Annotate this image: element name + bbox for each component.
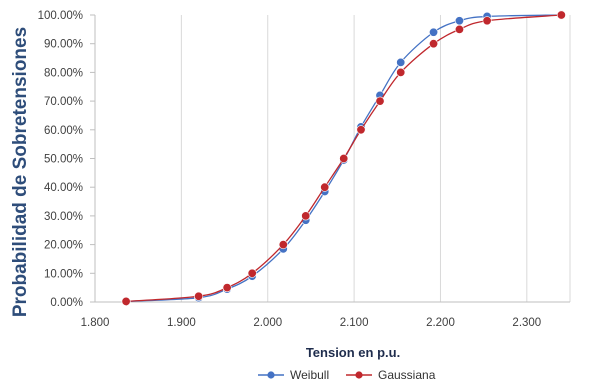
y-tick-label: 40.00% [44,182,83,194]
legend-label-weibull: Weibull [290,368,329,382]
data-point-gaussiana [320,182,330,192]
data-point-gaussiana [482,16,492,26]
y-tick-label: 50.00% [44,154,83,166]
data-point-gaussiana [222,283,232,293]
legend-label-gaussiana: Gaussiana [378,368,436,382]
data-point-weibull [429,27,439,37]
series-layer [121,10,566,306]
legend: Weibull Gaussiana [258,368,436,382]
data-point-gaussiana [375,96,385,106]
tick-labels: 1.800 1.900 2.000 2.100 2.200 2.300 0.00% 10.00… [38,10,542,329]
data-point-gaussiana [278,240,288,250]
legend-marker-weibull [267,371,275,379]
data-point-weibull [396,57,406,67]
data-point-gaussiana [247,268,257,278]
y-tick-label: 100.00% [38,10,83,22]
x-tick-label: 2.200 [426,317,455,329]
y-tick-label: 0.00% [50,297,83,309]
data-point-gaussiana [396,67,406,77]
x-axis-title: Tension en p.u. [306,345,400,360]
y-tick-label: 10.00% [44,268,83,280]
data-point-gaussiana [301,211,311,221]
data-point-gaussiana [429,39,439,49]
data-point-gaussiana [194,291,204,301]
data-point-gaussiana [556,10,566,20]
x-tick-label: 1.900 [167,317,196,329]
data-point-gaussiana [454,24,464,34]
x-tick-label: 2.300 [512,317,541,329]
axes [90,14,570,303]
data-point-weibull [454,16,464,26]
legend-marker-gaussiana [355,371,363,379]
data-point-gaussiana [121,296,131,306]
y-tick-label: 70.00% [44,96,83,108]
x-tick-label: 2.100 [340,317,369,329]
y-tick-label: 80.00% [44,67,83,79]
x-tick-label: 1.800 [81,317,110,329]
grid [94,15,571,302]
y-tick-label: 90.00% [44,39,83,51]
y-tick-label: 60.00% [44,125,83,137]
data-point-gaussiana [339,154,349,164]
data-point-gaussiana [356,125,366,135]
y-axis-title: Probabilidad de Sobretensiones [10,27,31,317]
x-tick-label: 2.000 [253,317,282,329]
y-tick-label: 20.00% [44,240,83,252]
y-tick-label: 30.00% [44,211,83,223]
